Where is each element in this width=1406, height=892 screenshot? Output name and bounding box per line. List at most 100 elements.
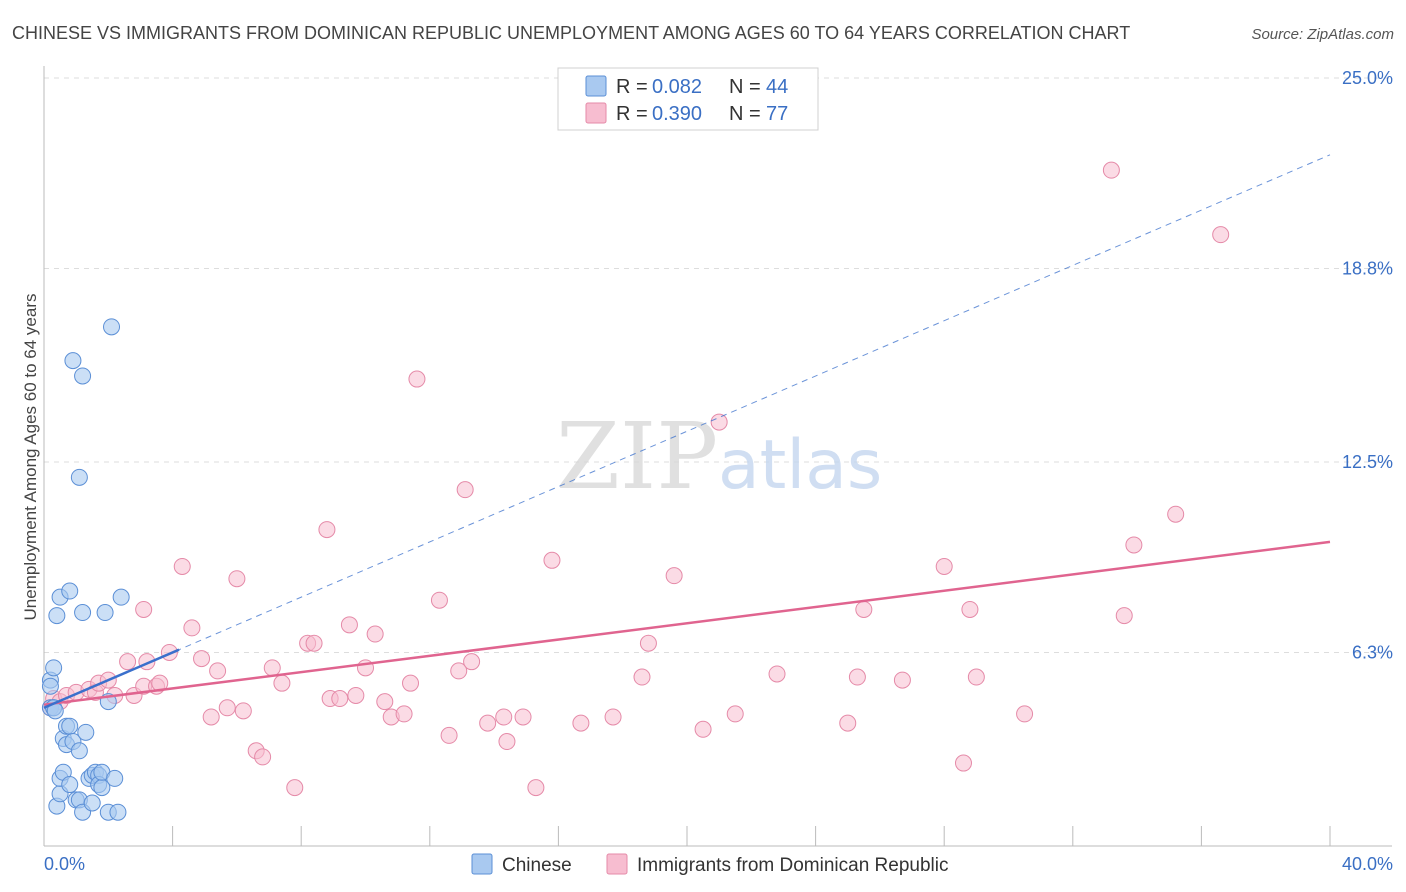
point-chinese-16 bbox=[61, 582, 79, 600]
point-dominican-51 bbox=[495, 708, 513, 726]
x-tick-label-min: 0.0% bbox=[44, 854, 85, 874]
point-dominican-67 bbox=[855, 600, 873, 618]
point-dominican-57 bbox=[604, 708, 622, 726]
point-chinese-26 bbox=[74, 604, 92, 622]
point-dominican-48 bbox=[456, 481, 474, 499]
point-dominican-65 bbox=[839, 714, 857, 732]
point-chinese-19 bbox=[64, 352, 82, 370]
point-dominican-46 bbox=[440, 726, 458, 744]
point-dominican-23 bbox=[218, 699, 236, 717]
legend-swatch-dominican bbox=[585, 102, 607, 124]
point-chinese-37 bbox=[96, 604, 114, 622]
point-dominican-24 bbox=[228, 570, 246, 588]
y-tick-label-1: 12.5% bbox=[1342, 452, 1393, 472]
point-dominican-45 bbox=[430, 591, 448, 609]
point-dominican-21 bbox=[202, 708, 220, 726]
point-dominican-13 bbox=[135, 600, 153, 618]
legend-n-label-0: N = bbox=[729, 76, 761, 98]
point-dominican-61 bbox=[694, 720, 712, 738]
point-dominican-52 bbox=[498, 733, 516, 751]
point-chinese-40 bbox=[103, 318, 121, 336]
point-dominican-71 bbox=[961, 600, 979, 618]
point-dominican-54 bbox=[527, 779, 545, 797]
point-dominican-76 bbox=[1125, 536, 1143, 554]
point-dominican-55 bbox=[543, 551, 561, 569]
axes bbox=[43, 66, 1392, 847]
bottom-legend: Chinese Immigrants from Dominican Republ… bbox=[471, 853, 949, 876]
point-dominican-75 bbox=[1115, 607, 1133, 625]
point-chinese-25 bbox=[74, 367, 92, 385]
legend-r-label-0: R = bbox=[616, 76, 648, 98]
point-dominican-39 bbox=[366, 625, 384, 643]
point-dominican-63 bbox=[726, 705, 744, 723]
y-axis-label: Unemployment Among Ages 60 to 64 years bbox=[21, 294, 40, 621]
point-dominican-49 bbox=[463, 653, 481, 671]
legend-r-label-1: R = bbox=[616, 103, 648, 125]
legend-r-value-1: 0.390 bbox=[652, 103, 702, 125]
point-dominican-20 bbox=[193, 650, 211, 668]
chart-source: Source: ZipAtlas.com bbox=[1251, 26, 1394, 43]
trend-line-dominican bbox=[43, 540, 1331, 706]
legend-r-value-0: 0.082 bbox=[652, 76, 702, 98]
point-dominican-56 bbox=[572, 714, 590, 732]
point-chinese-8 bbox=[48, 607, 66, 625]
legend-swatch-chinese bbox=[585, 75, 607, 97]
bottom-legend-label-chinese: Chinese bbox=[502, 855, 572, 876]
point-dominican-25 bbox=[234, 702, 252, 720]
point-dominican-58 bbox=[633, 668, 651, 686]
trend-line-chinese-dashed bbox=[43, 154, 1331, 709]
point-chinese-41 bbox=[106, 769, 124, 787]
point-dominican-40 bbox=[376, 693, 394, 711]
watermark-atlas: atlas bbox=[718, 426, 882, 505]
bottom-legend-swatch-dominican bbox=[606, 853, 628, 875]
point-chinese-3 bbox=[45, 659, 63, 677]
point-dominican-60 bbox=[665, 567, 683, 585]
legend-n-label-1: N = bbox=[729, 103, 761, 125]
legend-n-value-0: 44 bbox=[766, 76, 788, 98]
point-dominican-10 bbox=[119, 653, 137, 671]
point-dominican-77 bbox=[1167, 505, 1185, 523]
point-dominican-47 bbox=[450, 662, 468, 680]
point-dominican-43 bbox=[402, 674, 420, 692]
point-dominican-18 bbox=[173, 557, 191, 575]
point-dominican-73 bbox=[1016, 705, 1034, 723]
point-chinese-22 bbox=[70, 742, 88, 760]
point-dominican-72 bbox=[967, 668, 985, 686]
point-chinese-18 bbox=[61, 776, 79, 794]
point-dominican-19 bbox=[183, 619, 201, 637]
point-chinese-43 bbox=[112, 588, 130, 606]
point-dominican-35 bbox=[331, 690, 349, 708]
point-dominican-22 bbox=[209, 662, 227, 680]
legend-n-value-1: 77 bbox=[766, 103, 788, 125]
trend-line-chinese-solid bbox=[43, 648, 180, 709]
point-dominican-27 bbox=[254, 748, 272, 766]
bottom-legend-swatch-chinese bbox=[471, 853, 493, 875]
point-dominican-36 bbox=[340, 616, 358, 634]
point-dominican-42 bbox=[395, 705, 413, 723]
point-dominican-66 bbox=[848, 668, 866, 686]
point-dominican-32 bbox=[305, 634, 323, 652]
point-dominican-78 bbox=[1212, 226, 1230, 244]
watermark-zip: ZIP bbox=[556, 403, 718, 510]
point-chinese-24 bbox=[70, 468, 88, 486]
point-dominican-28 bbox=[263, 659, 281, 677]
legend-box: R = 0.082 N = 44 R = 0.390 N = 77 bbox=[557, 67, 819, 131]
y-tick-label-0: 6.3% bbox=[1352, 642, 1393, 662]
point-chinese-17 bbox=[61, 717, 79, 735]
point-dominican-53 bbox=[514, 708, 532, 726]
y-tick-labels: 6.3% 12.5% 18.8% 25.0% bbox=[1342, 68, 1393, 662]
point-dominican-30 bbox=[286, 779, 304, 797]
y-tick-label-2: 18.8% bbox=[1342, 258, 1393, 278]
point-dominican-44 bbox=[408, 370, 426, 388]
point-dominican-50 bbox=[479, 714, 497, 732]
gridlines bbox=[44, 77, 1392, 653]
point-dominican-37 bbox=[347, 686, 365, 704]
point-chinese-28 bbox=[77, 723, 95, 741]
point-dominican-68 bbox=[893, 671, 911, 689]
x-tick-label-max: 40.0% bbox=[1342, 854, 1393, 874]
chart-title: CHINESE VS IMMIGRANTS FROM DOMINICAN REP… bbox=[12, 23, 1130, 43]
series-chinese-points bbox=[41, 318, 130, 821]
point-dominican-59 bbox=[639, 634, 657, 652]
bottom-legend-label-dominican: Immigrants from Dominican Republic bbox=[637, 855, 949, 876]
y-tick-label-3: 25.0% bbox=[1342, 68, 1393, 88]
